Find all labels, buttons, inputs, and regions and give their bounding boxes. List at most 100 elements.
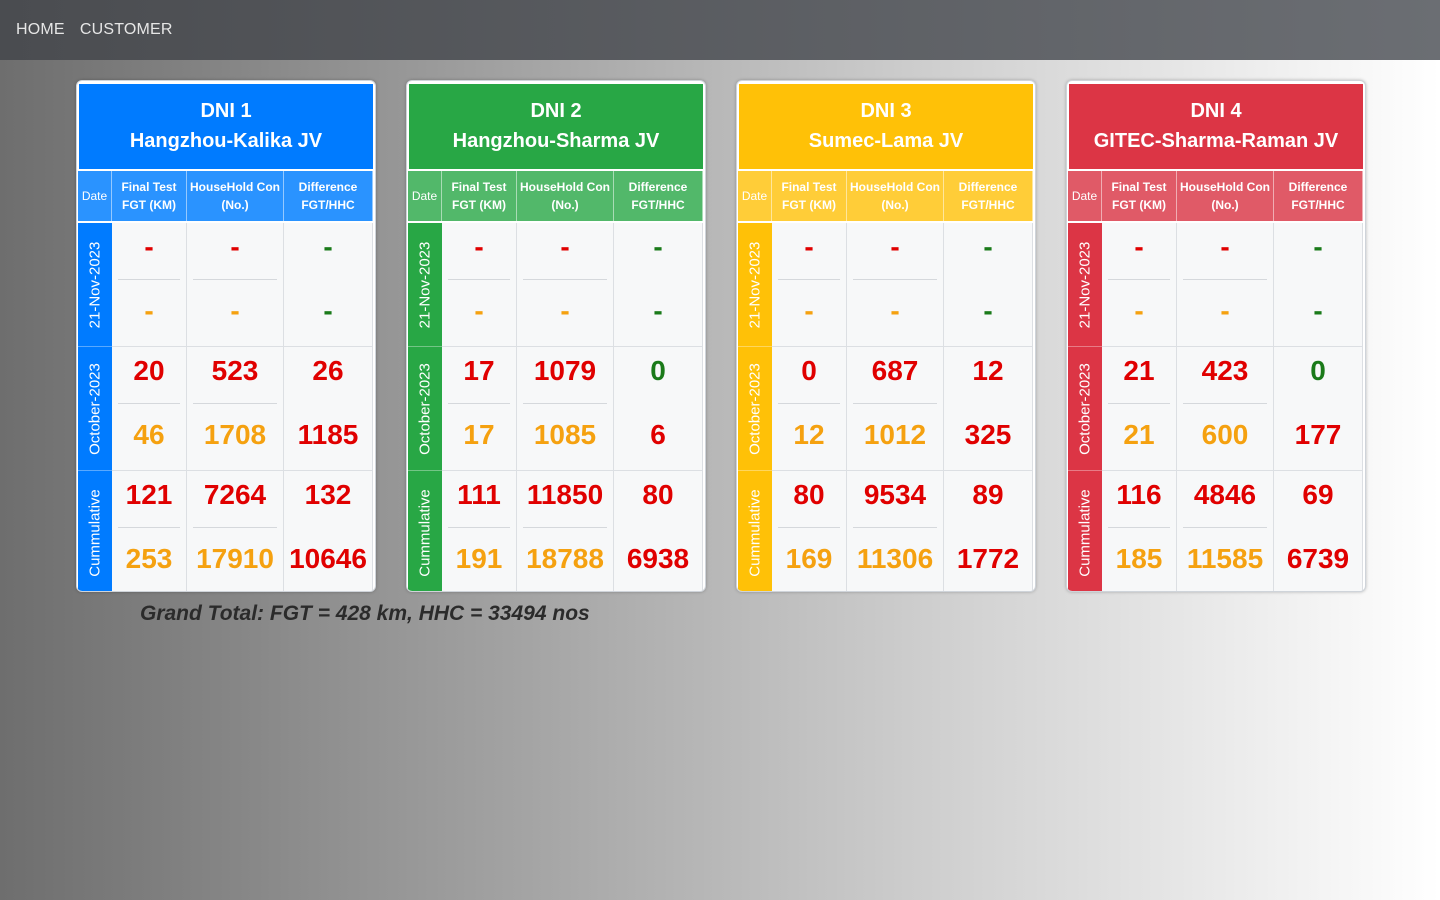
nav-customer-link[interactable]: CUSTOMER <box>79 21 173 38</box>
col-header-fgt: Final Test FGT (KM) <box>1102 171 1177 221</box>
value-daily-top: 132 <box>304 479 352 510</box>
cell-divider <box>853 527 937 528</box>
hhc-cell: 11850 18788 <box>517 471 614 591</box>
header-text: HouseHold Con <box>1180 180 1270 194</box>
card-header: DNI 1 Hangzhou-Kalika JV <box>79 84 373 169</box>
header-text: Date <box>741 189 768 203</box>
fgt-cell: 17 17 <box>442 347 517 471</box>
value-bottom: - <box>560 295 570 326</box>
cell-divider <box>523 279 607 280</box>
value-daily-top: - <box>983 231 993 262</box>
value-daily-top: 111 <box>457 479 501 510</box>
fgt-cell: 111 191 <box>442 471 517 591</box>
value-bottom: 169 <box>785 543 833 574</box>
value-bottom: 1772 <box>956 543 1020 574</box>
cell-divider <box>193 279 277 280</box>
value-daily-top: 4846 <box>1193 479 1257 510</box>
value-daily-top: 80 <box>642 479 674 510</box>
value-daily-top: 0 <box>801 355 817 386</box>
col-header-hhc: HouseHold Con (No.) <box>517 171 614 221</box>
cell-divider <box>193 527 277 528</box>
fgt-cell: 116 185 <box>1102 471 1177 591</box>
card-subtitle: Hangzhou-Sharma JV <box>452 130 660 152</box>
value-bottom: - <box>890 295 900 326</box>
header-text: Date <box>81 189 108 203</box>
row-label: October-2023 <box>738 347 772 471</box>
row-label: Cummulative <box>78 471 112 591</box>
value-daily-top: - <box>1313 231 1323 262</box>
card-title: DNI 4 <box>1190 100 1242 122</box>
cell-divider <box>193 403 277 404</box>
row-label-text: 21-Nov-2023 <box>1076 241 1094 328</box>
header-text: FGT (KM) <box>782 198 836 212</box>
fgt-cell: 20 46 <box>112 347 187 471</box>
diff-cell: -- <box>944 223 1033 347</box>
value-daily-top: 7264 <box>203 479 267 510</box>
row-label-text: October-2023 <box>1076 362 1094 455</box>
value-daily-top: 12 <box>972 355 1004 386</box>
col-header-hhc: HouseHold Con (No.) <box>847 171 944 221</box>
hhc-cell: 687 1012 <box>847 347 944 471</box>
value-daily-top: - <box>653 231 663 262</box>
header-text: Difference <box>958 180 1018 194</box>
diff-cell: 69 6739 <box>1274 471 1363 591</box>
cell-divider <box>118 527 180 528</box>
header-text: Final Test <box>1111 180 1167 194</box>
diff-cell: 132 10646 <box>284 471 373 591</box>
hhc-cell: -- <box>187 223 284 347</box>
value-daily-top: 89 <box>972 479 1004 510</box>
cell-divider <box>1108 403 1170 404</box>
value-bottom: - <box>474 295 484 326</box>
col-header-hhc: HouseHold Con (No.) <box>1177 171 1274 221</box>
value-daily-top: 687 <box>871 355 919 386</box>
row-label: October-2023 <box>1068 347 1102 471</box>
value-daily-top: 21 <box>1123 355 1155 386</box>
value-daily-top: - <box>1220 231 1230 262</box>
value-daily-top: - <box>144 231 154 262</box>
value-daily-top: - <box>323 231 333 262</box>
fgt-cell: 0 12 <box>772 347 847 471</box>
col-header-diff: Difference FGT/HHC <box>614 171 703 221</box>
cell-divider <box>448 403 510 404</box>
value-bottom: 185 <box>1115 543 1163 574</box>
nav-home-link[interactable]: HOME <box>16 21 65 38</box>
col-header-fgt: Final Test FGT (KM) <box>772 171 847 221</box>
cell-divider <box>853 403 937 404</box>
col-header-date: Date <box>408 171 442 221</box>
row-label: Cummulative <box>1068 471 1102 591</box>
row-label-text: 21-Nov-2023 <box>746 241 764 328</box>
col-header-fgt: Final Test FGT (KM) <box>442 171 517 221</box>
cell-divider <box>1183 527 1267 528</box>
row-label-text: October-2023 <box>416 362 434 455</box>
diff-cell: -- <box>284 223 373 347</box>
value-bottom: - <box>144 295 154 326</box>
header-text: (No.) <box>1211 198 1239 212</box>
diff-cell: 89 1772 <box>944 471 1033 591</box>
header-text: FGT (KM) <box>122 198 176 212</box>
cell-divider <box>778 527 840 528</box>
value-daily-top: 116 <box>1116 479 1162 510</box>
row-label: 21-Nov-2023 <box>408 223 442 347</box>
card-header: DNI 3 Sumec-Lama JV <box>739 84 1033 169</box>
cell-divider <box>523 403 607 404</box>
value-bottom: 600 <box>1201 419 1249 450</box>
dni-card-3: DNI 3 Sumec-Lama JV Date Final Test FGT (KM)… <box>736 80 1036 592</box>
value-daily-top: - <box>890 231 900 262</box>
value-bottom: 18788 <box>526 543 604 574</box>
col-header-hhc: HouseHold Con (No.) <box>187 171 284 221</box>
value-bottom: - <box>653 295 663 326</box>
col-header-date: Date <box>738 171 772 221</box>
value-bottom: 11585 <box>1186 543 1264 574</box>
value-bottom: 17 <box>463 419 495 450</box>
header-text: Final Test <box>781 180 837 194</box>
value-bottom: 46 <box>133 419 165 450</box>
row-label-text: October-2023 <box>86 362 104 455</box>
value-bottom: 253 <box>125 543 173 574</box>
row-label: 21-Nov-2023 <box>738 223 772 347</box>
value-daily-top: - <box>230 231 240 262</box>
value-daily-top: 523 <box>211 355 259 386</box>
cell-divider <box>778 403 840 404</box>
value-bottom: 6 <box>650 419 666 450</box>
value-daily-top: 11850 <box>526 479 604 510</box>
